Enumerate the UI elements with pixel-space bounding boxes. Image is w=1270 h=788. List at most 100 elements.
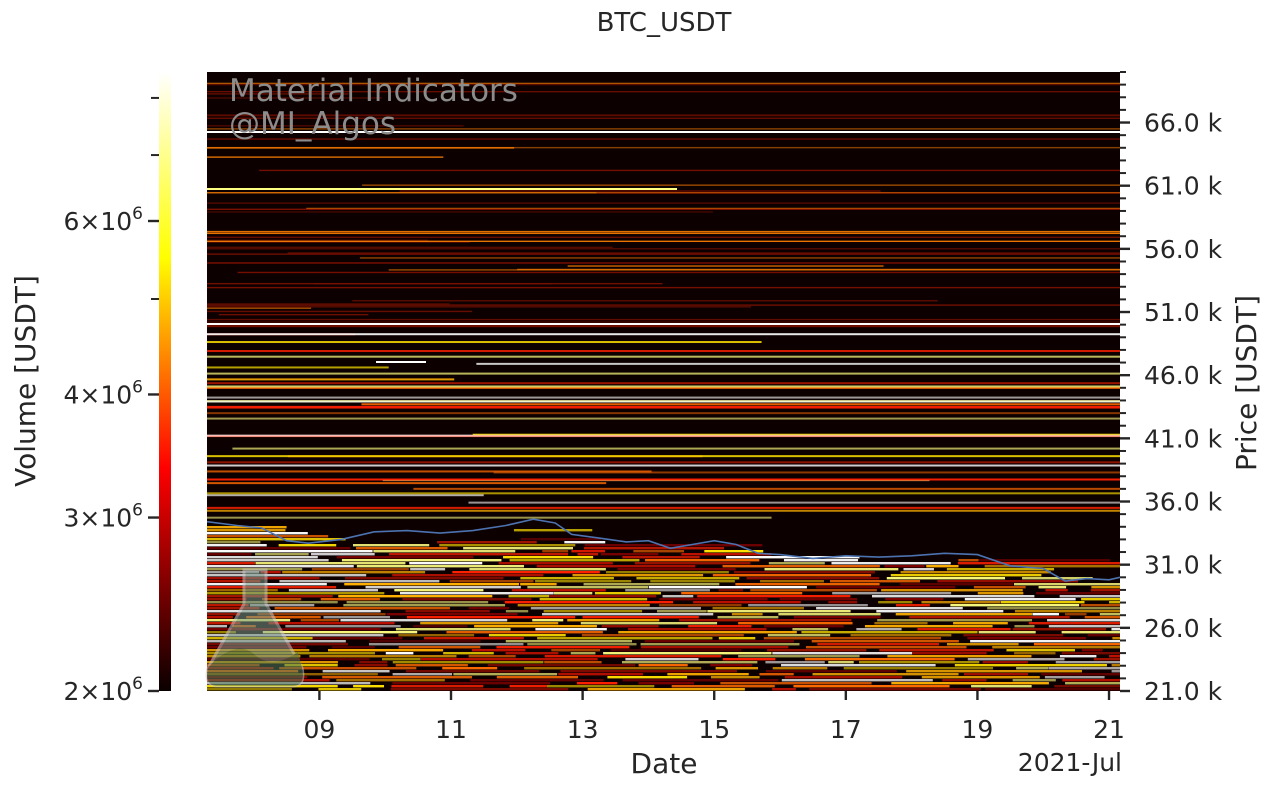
heatmap-band <box>1048 667 1120 670</box>
heatmap-band <box>287 252 1120 254</box>
heatmap-band <box>1065 613 1087 616</box>
heatmap-band <box>750 589 877 592</box>
heatmap-band <box>1109 601 1120 604</box>
heatmap-band <box>246 616 321 619</box>
heatmap-band <box>979 559 1111 562</box>
heatmap-band <box>320 598 380 601</box>
heatmap-band <box>207 282 663 285</box>
heatmap-band <box>207 589 278 592</box>
y-tick-label: 56.0 k <box>1144 235 1223 264</box>
heatmap-band <box>322 670 390 673</box>
heatmap-band <box>659 598 768 601</box>
heatmap-band <box>207 613 241 616</box>
y-tick-label: 46.0 k <box>1144 361 1223 390</box>
heatmap-band <box>641 646 789 649</box>
heatmap-band <box>207 565 354 568</box>
heatmap-band <box>577 553 599 556</box>
heatmap-band <box>765 661 825 664</box>
heatmap-band <box>1014 625 1035 628</box>
heatmap-band <box>876 610 1004 613</box>
heatmap-band <box>967 658 1065 661</box>
heatmap-band <box>950 604 1080 607</box>
heatmap-band <box>1059 655 1097 658</box>
heatmap-band <box>958 559 979 562</box>
heatmap-band <box>978 631 1036 634</box>
heatmap-band <box>1028 622 1120 625</box>
heatmap-band <box>487 664 636 667</box>
heatmap-band <box>207 455 1120 458</box>
heatmap-band <box>1111 670 1120 673</box>
heatmap-band <box>218 313 369 316</box>
heatmap-band <box>583 583 720 586</box>
heatmap-band <box>207 262 1120 264</box>
heatmap-band <box>722 658 776 661</box>
heatmap-band <box>759 673 794 676</box>
heatmap-band <box>712 574 872 577</box>
heatmap-band <box>420 622 559 625</box>
heatmap-band <box>542 550 569 553</box>
x-tick-label: 09 <box>304 715 336 744</box>
heatmap-band <box>864 625 993 628</box>
heatmap-band <box>207 83 1120 86</box>
heatmap-band <box>793 685 950 688</box>
heatmap-band <box>268 622 395 625</box>
heatmap-band <box>638 664 688 667</box>
heatmap-band <box>667 673 749 676</box>
heatmap-band <box>917 628 1011 631</box>
heatmap-band <box>811 640 959 643</box>
heatmap-band <box>992 646 1120 649</box>
heatmap-band <box>622 556 700 559</box>
heatmap-band <box>571 550 605 553</box>
heatmap-band <box>385 652 414 655</box>
heatmap-band <box>985 688 1120 691</box>
heatmap-band <box>987 607 1120 610</box>
heatmap-band <box>406 616 576 619</box>
heatmap-band <box>207 592 385 595</box>
heatmap-band <box>352 300 938 302</box>
heatmap-band <box>386 613 518 616</box>
colorbar-tick-label: 2×106 <box>64 674 144 706</box>
heatmap-band <box>207 553 252 556</box>
heatmap-band <box>207 580 261 583</box>
heatmap-band <box>282 571 426 574</box>
heatmap-band <box>207 400 1120 403</box>
heatmap-band <box>288 589 379 592</box>
heatmap-band <box>783 559 859 562</box>
heatmap-band <box>872 595 1035 598</box>
heatmap-band <box>772 688 796 691</box>
heatmap-band <box>543 610 643 613</box>
heatmap-band <box>596 192 1120 194</box>
heatmap-band <box>605 571 729 574</box>
heatmap-band <box>580 622 718 625</box>
heatmap-band <box>207 246 613 249</box>
heatmap-band <box>232 447 1120 450</box>
heatmap-band <box>681 592 803 595</box>
heatmap-band <box>207 355 1120 358</box>
heatmap-band <box>207 559 329 562</box>
heatmap-band <box>260 571 281 574</box>
x-tick-label: 21 <box>1093 715 1125 744</box>
heatmap-band <box>410 568 446 571</box>
heatmap-band <box>772 652 913 655</box>
heatmap-band <box>535 580 632 583</box>
heatmap-band <box>207 350 1120 353</box>
heatmap-band <box>359 257 1120 259</box>
y-tick-label: 26.0 k <box>1144 614 1223 643</box>
heatmap-band <box>207 230 1120 233</box>
heatmap-band <box>207 562 256 565</box>
heatmap-band <box>1091 586 1120 589</box>
heatmap-band <box>207 535 329 538</box>
y-axis-label: Price [USDT] <box>1230 295 1263 471</box>
heatmap-band <box>636 577 740 580</box>
heatmap-band <box>207 325 1120 327</box>
heatmap-band <box>764 625 844 628</box>
heatmap-band <box>207 492 1120 495</box>
heatmap-band <box>207 529 286 532</box>
heatmap-band <box>779 598 858 601</box>
heatmap-band <box>207 412 1120 415</box>
heatmap-band <box>395 628 511 631</box>
heatmap-band <box>207 90 1120 93</box>
heatmap-band <box>947 643 1019 646</box>
heatmap-band <box>207 325 1120 328</box>
heatmap-band <box>885 598 944 601</box>
